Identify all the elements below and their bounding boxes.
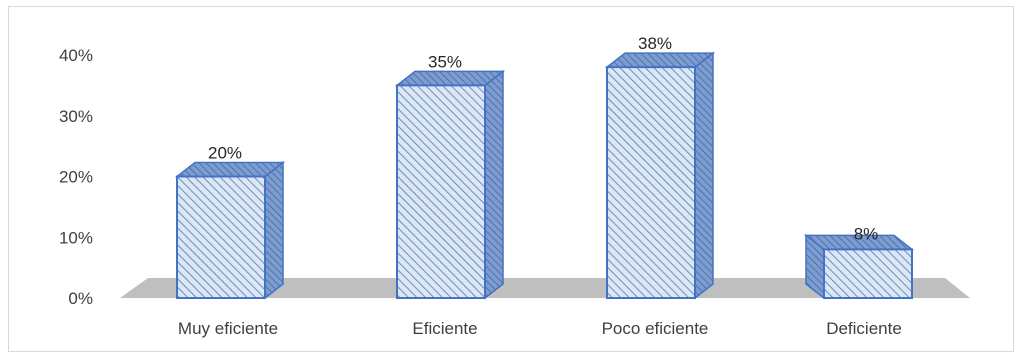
data-label: 35% xyxy=(428,52,462,71)
x-axis: Muy eficiente Eficiente Poco eficiente Defi… xyxy=(178,319,902,338)
bar-1 xyxy=(174,160,286,300)
bar-side xyxy=(484,69,504,300)
x-category-label: Muy eficiente xyxy=(178,319,278,338)
data-labels-group: 20% 35% 38% 8% xyxy=(208,34,878,243)
y-tick-label: 20% xyxy=(59,168,93,187)
y-axis: 0% 10% 20% 30% 40% xyxy=(59,46,93,308)
y-tick-label: 40% xyxy=(59,46,93,65)
chart-floor xyxy=(120,278,970,298)
bar-side xyxy=(694,51,714,300)
data-label: 20% xyxy=(208,144,242,163)
bar-4 xyxy=(803,233,915,300)
x-category-label: Deficiente xyxy=(826,319,902,338)
bar-2 xyxy=(394,69,506,300)
y-tick-label: 0% xyxy=(68,289,93,308)
x-category-label: Poco eficiente xyxy=(602,319,709,338)
bar-front xyxy=(176,175,266,299)
y-tick-label: 10% xyxy=(59,228,93,247)
bar-front xyxy=(823,248,913,299)
x-category-label: Eficiente xyxy=(412,319,477,338)
bar-side xyxy=(264,160,284,300)
data-label: 38% xyxy=(638,34,672,53)
bar-top xyxy=(394,70,506,87)
bar-top xyxy=(174,161,286,178)
y-tick-label: 30% xyxy=(59,107,93,126)
bar-front xyxy=(396,84,486,299)
bar-top xyxy=(604,52,716,68)
bars-group xyxy=(174,51,915,300)
bar-3 xyxy=(604,51,716,300)
data-label: 8% xyxy=(854,224,879,243)
bar-front xyxy=(606,66,696,300)
